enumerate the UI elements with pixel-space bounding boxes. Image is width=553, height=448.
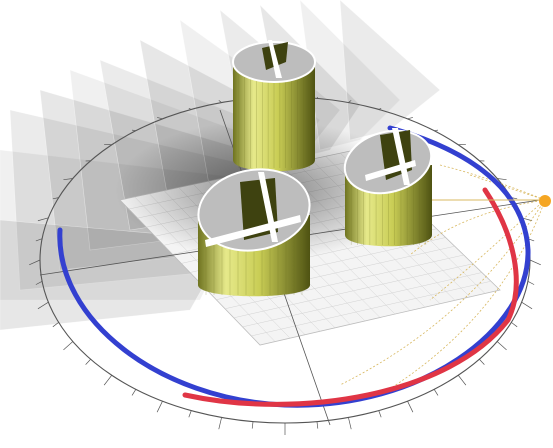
summer-sun-path (182, 187, 519, 407)
tower-front (197, 168, 311, 297)
tower-back (232, 40, 316, 172)
sun-icon (430, 195, 551, 207)
tower-right (343, 128, 433, 247)
